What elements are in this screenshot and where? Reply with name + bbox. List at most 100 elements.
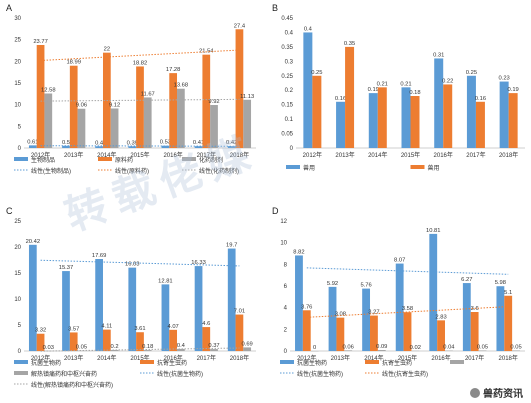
bar	[410, 96, 420, 148]
data-label: 11.13	[240, 94, 254, 100]
data-label: 22	[104, 47, 110, 53]
data-label: 0.18	[409, 90, 420, 96]
legend-swatch	[450, 360, 464, 364]
bar	[466, 75, 476, 148]
panel-label: D	[272, 206, 279, 216]
bar	[499, 81, 509, 148]
bar	[475, 101, 485, 148]
bar	[302, 310, 311, 351]
bar	[69, 332, 78, 351]
trendline	[40, 98, 240, 102]
data-label: 0.21	[377, 81, 388, 87]
y-tick-label: 20	[14, 245, 21, 251]
legend-swatch	[286, 165, 300, 169]
legend-label: 线性(抗菌生物药)	[297, 370, 343, 378]
panel-label: C	[6, 206, 13, 216]
bar	[362, 288, 371, 351]
legend-swatch	[14, 371, 28, 375]
bar	[210, 349, 218, 351]
x-tick-label: 2013年	[64, 354, 83, 362]
bar	[312, 75, 322, 148]
x-tick-label: 2013年	[64, 151, 83, 159]
bar	[110, 108, 119, 148]
data-label: 16.33	[191, 260, 206, 266]
bar	[136, 332, 144, 351]
bar	[194, 266, 203, 351]
bar	[328, 286, 337, 351]
x-tick-label: 2012年	[303, 151, 322, 159]
trendline	[40, 347, 240, 352]
bar	[102, 329, 111, 351]
legend-label: 线性(抗菌生物药)	[157, 370, 203, 378]
data-label: 9.92	[208, 99, 219, 105]
data-label: 17.28	[166, 67, 181, 73]
bar	[403, 312, 412, 351]
chart-panel-d: D 0 2 4 6 8 10 12 2012年 2013年 2014年 2015年 2016年 2017年…	[266, 203, 531, 403]
bar	[370, 315, 378, 351]
x-tick-label: 2014年	[97, 151, 116, 159]
data-label: 0.19	[368, 87, 379, 93]
bar	[210, 105, 218, 148]
chart-c-svg: C 0 5 10 15 20 25 2012年 2013年 2014年 2015年 2016年 2017…	[6, 206, 256, 389]
y-tick-label: 20	[14, 59, 21, 65]
source-credit: 兽药资讯	[470, 385, 523, 400]
data-label: 0.69	[242, 341, 253, 347]
bar	[443, 84, 453, 148]
bar	[303, 32, 313, 148]
data-label: 12.81	[158, 278, 173, 284]
chart-panel-c: C 0 5 10 15 20 25 2012年 2013年 2014年 2015年 2016年 2017…	[0, 203, 262, 403]
legend-swatch	[365, 360, 379, 364]
legend-swatch	[182, 157, 196, 161]
data-label: 8.82	[293, 249, 304, 255]
legend-swatch	[140, 360, 154, 364]
data-label: 5.1	[504, 290, 512, 296]
data-label: 0.25	[311, 70, 322, 76]
y-tick-label: 5	[18, 323, 22, 329]
bar	[177, 348, 185, 351]
legend-label: 线性(原料药)	[115, 167, 149, 175]
data-label: 0.16	[475, 96, 486, 102]
data-label: 0.23	[498, 76, 509, 82]
data-label: 0.39	[127, 140, 138, 146]
data-label: 0.18	[142, 344, 153, 350]
legend-label: 兽用	[428, 164, 440, 172]
legend-label: 抗寄生虫药	[382, 359, 412, 367]
data-label: 3.57	[68, 326, 79, 332]
y-tick-label: 8	[284, 262, 288, 268]
legend-swatch	[14, 157, 28, 161]
data-label: 3.32	[35, 328, 46, 334]
bar	[377, 350, 386, 351]
data-label: 3.6	[471, 306, 479, 312]
data-label: 3.58	[402, 306, 413, 312]
data-label: 0.16	[335, 96, 346, 102]
trendline	[40, 145, 240, 147]
bar	[295, 255, 303, 351]
y-tick-label: 0	[284, 349, 288, 355]
bar	[128, 267, 137, 351]
bar	[504, 295, 513, 351]
data-label: 0.4	[95, 140, 104, 146]
y-tick-label: 10	[14, 297, 21, 303]
x-tick-label: 2016年	[431, 354, 450, 362]
legend-label: 线性(化药制剂)	[199, 167, 239, 175]
bar	[437, 320, 445, 351]
bar	[235, 314, 244, 351]
y-tick-label: 0	[290, 146, 294, 152]
y-tick-label: 0.35	[281, 45, 293, 51]
wechat-icon	[470, 388, 480, 398]
bar	[169, 329, 178, 351]
bar	[36, 44, 45, 148]
panel-label: A	[6, 3, 12, 13]
data-label: 0.4	[177, 343, 186, 349]
bar	[177, 88, 185, 148]
x-tick-label: 2016年	[163, 354, 182, 362]
data-label: 0.22	[442, 78, 453, 84]
data-label: 5.98	[495, 280, 506, 286]
bar	[377, 87, 387, 148]
bar	[434, 58, 444, 148]
bar	[95, 259, 103, 351]
x-tick-label: 2017年	[465, 354, 484, 362]
data-label: 20.42	[26, 239, 41, 245]
y-tick-label: 4	[284, 306, 288, 312]
y-tick-label: 0.15	[281, 103, 293, 109]
